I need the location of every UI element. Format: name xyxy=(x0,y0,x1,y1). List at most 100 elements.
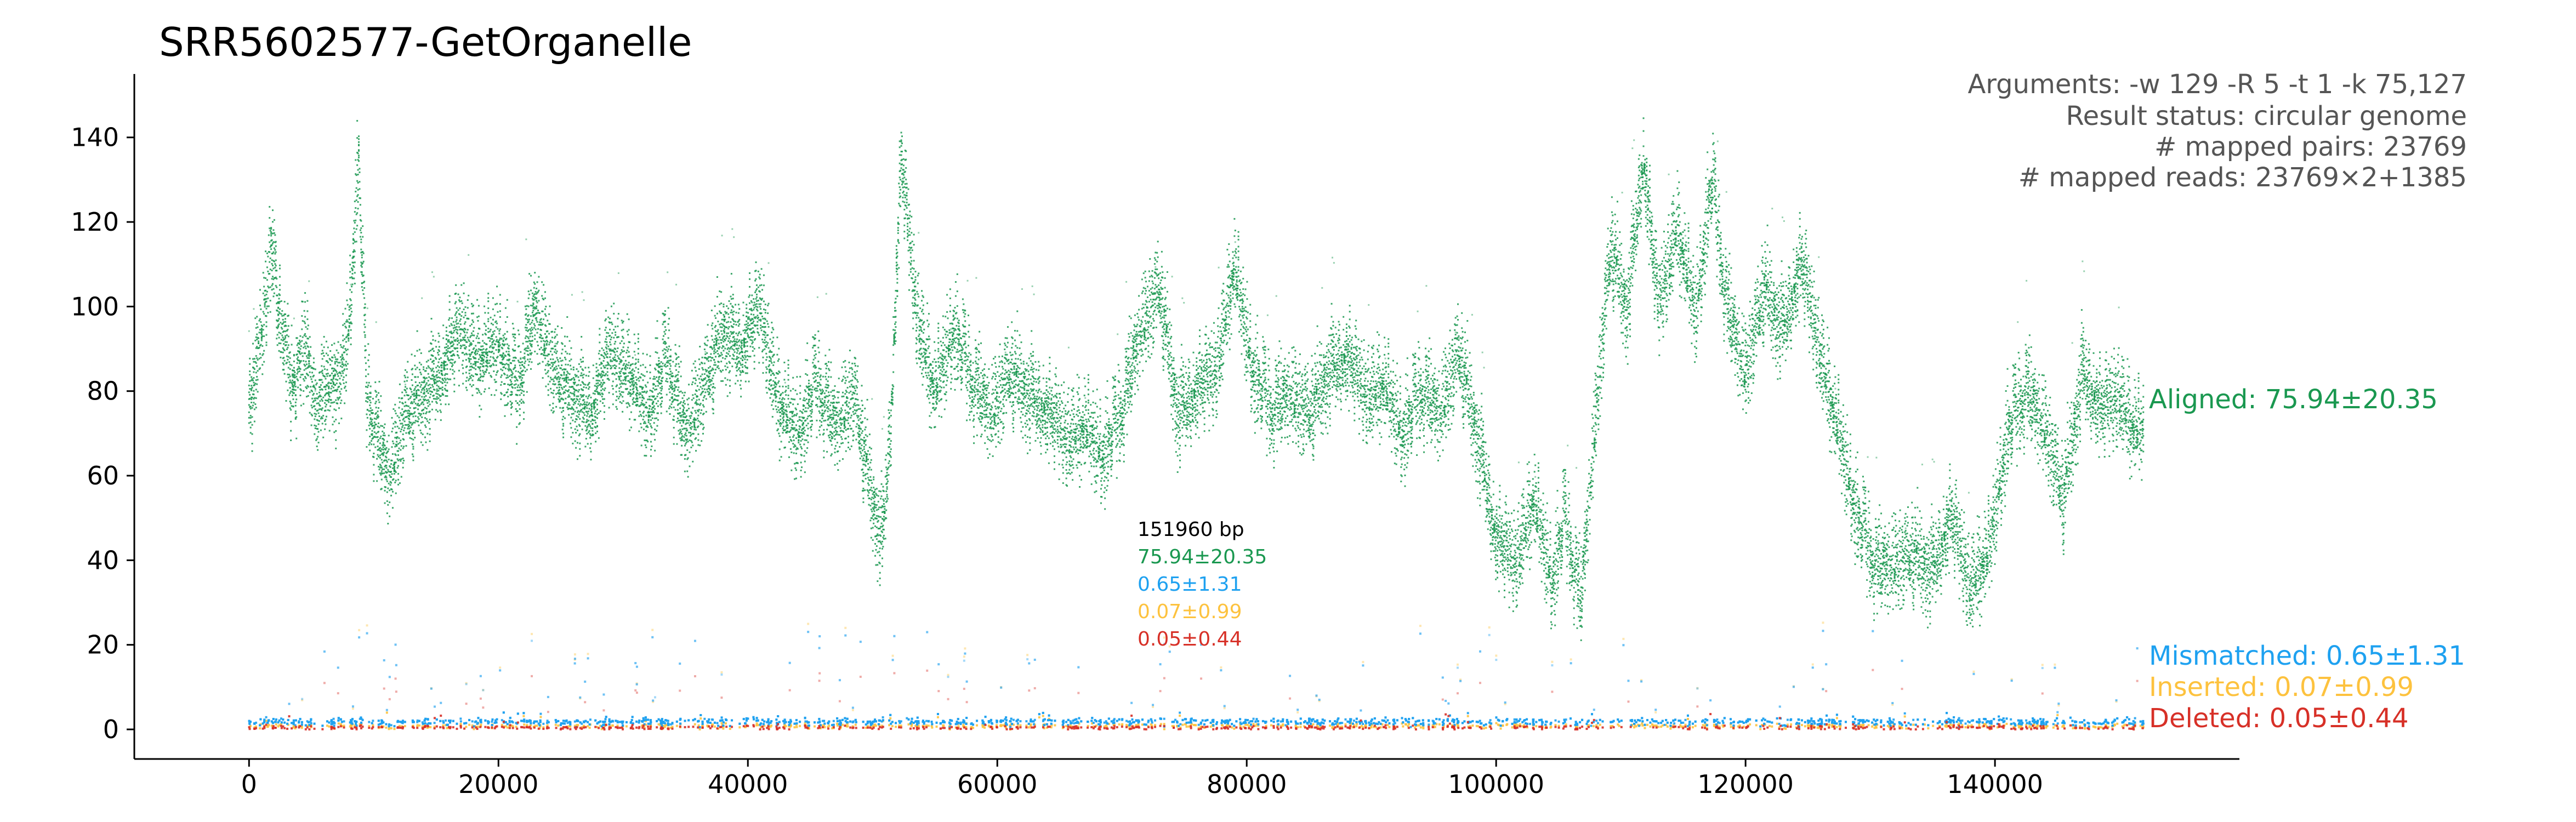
aligned-point xyxy=(720,323,722,324)
aligned-point xyxy=(293,361,295,362)
aligned-point xyxy=(331,360,333,362)
aligned-point xyxy=(720,326,721,328)
aligned-point xyxy=(378,431,379,432)
aligned-point xyxy=(699,404,701,406)
aligned-point xyxy=(606,344,607,346)
aligned-point xyxy=(747,328,749,329)
aligned-point xyxy=(656,418,657,419)
aligned-point xyxy=(480,380,481,381)
aligned-point xyxy=(497,356,499,357)
aligned-point xyxy=(519,394,521,396)
aligned-point xyxy=(249,363,251,365)
aligned-point xyxy=(752,346,754,348)
aligned-point xyxy=(612,381,614,383)
aligned-point xyxy=(675,409,676,410)
aligned-point xyxy=(323,355,325,357)
aligned-point xyxy=(467,329,469,330)
aligned-point xyxy=(683,419,685,421)
aligned-point xyxy=(269,261,270,263)
aligned-point xyxy=(517,380,519,381)
aligned-point xyxy=(340,366,342,367)
aligned-point xyxy=(453,371,455,373)
aligned-point xyxy=(351,273,353,275)
aligned-point xyxy=(568,402,570,404)
aligned-point xyxy=(551,341,553,343)
aligned-point xyxy=(332,380,333,382)
aligned-point xyxy=(600,382,602,384)
aligned-point xyxy=(373,453,374,454)
aligned-point xyxy=(549,364,551,366)
aligned-point xyxy=(410,396,412,397)
aligned-point xyxy=(410,430,411,432)
aligned-point xyxy=(295,398,297,400)
aligned-point xyxy=(319,379,321,381)
aligned-point xyxy=(484,373,485,375)
aligned-point xyxy=(720,371,722,373)
aligned-point xyxy=(752,350,754,352)
aligned-point xyxy=(612,393,614,395)
aligned-point xyxy=(299,368,301,370)
aligned-point xyxy=(432,374,434,375)
aligned-point xyxy=(646,407,648,409)
aligned-point xyxy=(690,417,691,419)
aligned-point xyxy=(270,231,272,233)
aligned-point xyxy=(583,374,585,375)
aligned-point xyxy=(642,387,644,389)
aligned-point xyxy=(457,329,458,331)
aligned-point xyxy=(507,384,509,385)
aligned-point xyxy=(452,369,453,370)
aligned-point xyxy=(511,391,513,393)
aligned-point xyxy=(331,379,333,380)
aligned-point xyxy=(726,327,727,328)
aligned-point xyxy=(604,389,605,391)
aligned-point xyxy=(633,391,634,393)
aligned-point xyxy=(734,338,736,340)
aligned-point xyxy=(451,362,453,364)
aligned-point xyxy=(277,310,278,312)
aligned-point xyxy=(765,359,767,361)
aligned-point xyxy=(683,400,685,402)
aligned-point xyxy=(556,387,558,389)
aligned-point xyxy=(759,285,761,287)
aligned-point xyxy=(726,356,727,357)
aligned-point xyxy=(250,415,252,416)
aligned-point xyxy=(466,377,468,379)
aligned-point xyxy=(702,429,704,430)
aligned-point xyxy=(462,337,464,339)
aligned-point xyxy=(731,348,733,350)
aligned-point xyxy=(556,351,558,352)
aligned-point xyxy=(709,393,710,395)
aligned-point xyxy=(668,323,669,325)
aligned-point xyxy=(435,340,436,341)
aligned-point xyxy=(747,372,748,374)
aligned-point xyxy=(757,324,758,326)
aligned-point xyxy=(265,321,267,323)
aligned-point xyxy=(250,432,252,433)
aligned-point xyxy=(625,352,627,353)
aligned-point xyxy=(768,303,770,305)
aligned-point xyxy=(419,399,421,401)
aligned-point xyxy=(530,275,532,277)
aligned-point xyxy=(643,423,645,424)
aligned-point xyxy=(585,387,587,389)
aligned-point xyxy=(280,322,281,323)
aligned-point xyxy=(702,404,704,406)
aligned-point xyxy=(446,339,447,340)
aligned-point xyxy=(260,344,261,346)
aligned-point xyxy=(600,375,601,376)
aligned-point xyxy=(748,316,750,318)
aligned-point xyxy=(710,360,712,362)
aligned-point xyxy=(534,293,536,295)
aligned-point xyxy=(486,348,487,350)
aligned-point xyxy=(650,449,652,450)
aligned-point xyxy=(286,362,288,363)
aligned-point xyxy=(295,438,297,439)
aligned-point xyxy=(257,379,259,380)
aligned-point xyxy=(537,353,538,355)
aligned-point xyxy=(291,344,293,345)
aligned-point xyxy=(360,249,362,250)
aligned-point xyxy=(558,372,559,373)
aligned-point xyxy=(611,306,612,307)
aligned-point xyxy=(368,382,370,384)
aligned-point xyxy=(733,321,735,322)
